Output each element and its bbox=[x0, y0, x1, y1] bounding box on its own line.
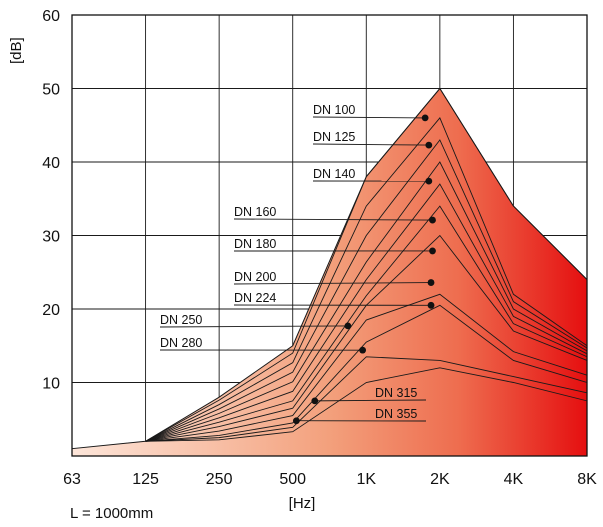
series-marker bbox=[311, 397, 319, 405]
x-tick-label: 63 bbox=[63, 471, 81, 488]
series-marker bbox=[425, 141, 433, 149]
series-line bbox=[145, 356, 588, 442]
series-line bbox=[145, 183, 588, 442]
series-marker bbox=[429, 247, 436, 255]
series-marker bbox=[427, 279, 435, 286]
leader-line bbox=[314, 399, 427, 402]
y-tick-label: 50 bbox=[42, 82, 60, 99]
series-line bbox=[145, 87, 588, 442]
series-label: DN 224 bbox=[234, 291, 276, 305]
length-note: L = 1000mm bbox=[70, 505, 153, 522]
series-line bbox=[145, 304, 588, 442]
series-line bbox=[145, 293, 588, 442]
series-label: DN 280 bbox=[160, 336, 202, 350]
series-line bbox=[145, 139, 588, 442]
plot-border bbox=[71, 14, 588, 457]
series-line bbox=[145, 205, 588, 442]
series-label: DN 180 bbox=[234, 237, 276, 251]
series-label: DN 100 bbox=[313, 103, 355, 117]
leader-line bbox=[312, 143, 429, 146]
axis-ticks: 10 20 30 40 50 60 63 125 250 500 1K 2K 4K 8K bbox=[42, 8, 597, 488]
series-marker bbox=[344, 322, 352, 330]
y-tick-label: 10 bbox=[42, 376, 60, 393]
series-line bbox=[145, 117, 588, 442]
leader-line bbox=[233, 218, 433, 221]
series-marker bbox=[427, 301, 435, 309]
y-axis-title: [dB] bbox=[8, 37, 25, 64]
x-tick-label: 1K bbox=[356, 471, 376, 488]
leader-line bbox=[159, 325, 348, 328]
series-marker bbox=[292, 417, 300, 425]
series-lines bbox=[145, 87, 588, 442]
x-tick-label: 125 bbox=[132, 471, 159, 488]
y-tick-label: 20 bbox=[42, 302, 60, 319]
series-label: DN 315 bbox=[375, 386, 417, 400]
leader-line bbox=[312, 116, 426, 119]
series-marker bbox=[421, 114, 429, 122]
series-label: DN 140 bbox=[313, 167, 355, 181]
series-label: DN 200 bbox=[234, 270, 276, 284]
x-axis-title: [Hz] bbox=[289, 495, 316, 512]
y-tick-label: 40 bbox=[42, 155, 60, 172]
series-label: DN 125 bbox=[313, 130, 355, 144]
series-label: DN 160 bbox=[234, 205, 276, 219]
y-tick-label: 60 bbox=[42, 8, 60, 25]
x-tick-label: 250 bbox=[206, 471, 233, 488]
x-tick-label: 500 bbox=[279, 471, 306, 488]
series-marker bbox=[359, 346, 367, 354]
leader-line bbox=[233, 282, 432, 285]
x-tick-label: 2K bbox=[430, 471, 450, 488]
series-label: DN 355 bbox=[375, 407, 417, 421]
series-label: DN 250 bbox=[160, 313, 202, 327]
series-line bbox=[145, 161, 588, 442]
plot-frame bbox=[71, 14, 588, 457]
x-tick-label: 8K bbox=[577, 471, 597, 488]
y-tick-label: 30 bbox=[42, 229, 60, 246]
series-marker bbox=[425, 177, 433, 185]
series-line bbox=[145, 367, 588, 442]
series-marker bbox=[429, 216, 436, 224]
series-labels: DN 100 DN 125 DN 140 DN 160 DN 180 DN 200 DN 2… bbox=[159, 103, 436, 425]
x-tick-label: 4K bbox=[504, 471, 524, 488]
